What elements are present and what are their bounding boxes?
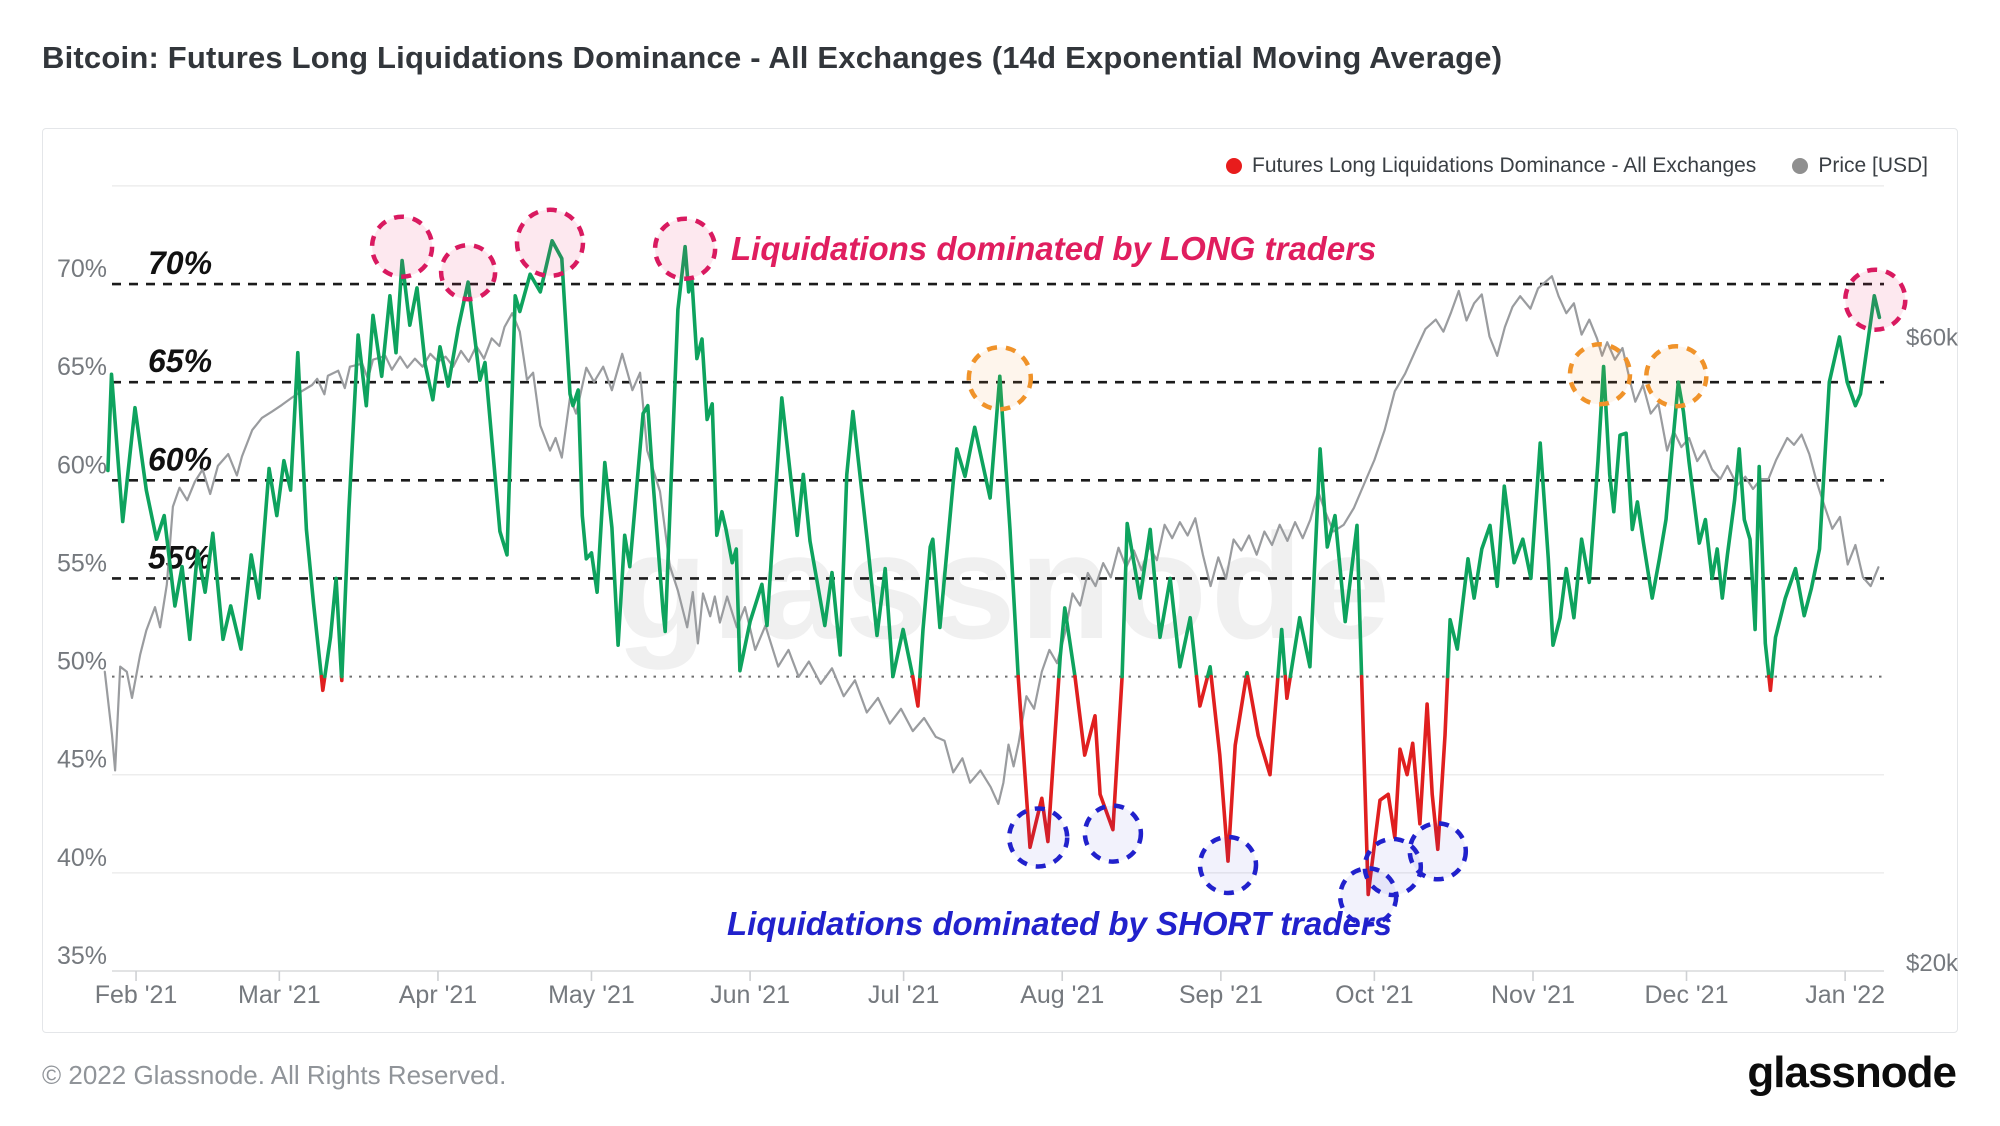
legend-item-dominance[interactable]: Futures Long Liquidations Dominance - Al… <box>1226 154 1756 178</box>
legend-label-dominance: Futures Long Liquidations Dominance - Al… <box>1252 154 1757 177</box>
glassnode-logo: glassnode <box>1747 1048 1957 1097</box>
footer-copyright: © 2022 Glassnode. All Rights Reserved. <box>42 1060 507 1090</box>
page-title: Bitcoin: Futures Long Liquidations Domin… <box>42 40 1503 75</box>
dominance-legend-dot-icon <box>1226 158 1242 174</box>
annotation-short-traders: Liquidations dominated by SHORT traders <box>727 905 1392 942</box>
annotation-long-traders: Liquidations dominated by LONG traders <box>731 230 1377 267</box>
legend-label-price: Price [USD] <box>1818 154 1928 177</box>
chart-legend: Futures Long Liquidations Dominance - Al… <box>1226 154 1928 178</box>
legend-item-price[interactable]: Price [USD] <box>1792 154 1928 178</box>
price-legend-dot-icon <box>1792 158 1809 174</box>
